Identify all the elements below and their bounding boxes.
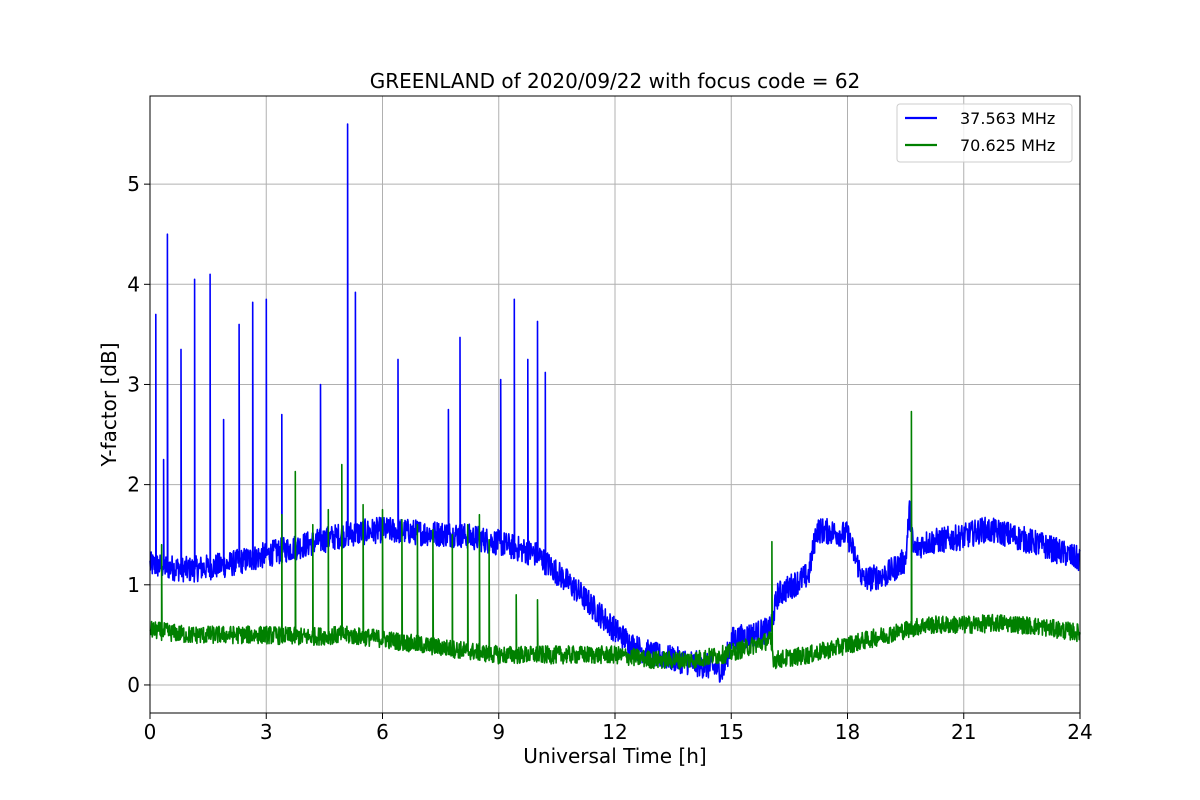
x-tick-label: 24 <box>1067 720 1092 744</box>
x-tick-label: 0 <box>144 720 157 744</box>
x-tick-label: 6 <box>376 720 389 744</box>
x-ticks: 0 3 6 9 12 15 18 21 24 <box>144 713 1093 744</box>
legend-box <box>896 103 1073 163</box>
y-tick-label: 0 <box>127 673 140 697</box>
series-layer <box>149 123 1081 683</box>
y-tick-label: 3 <box>127 372 140 396</box>
y-tick-label: 5 <box>127 172 140 196</box>
x-tick-label: 15 <box>719 720 744 744</box>
y-tick-label: 4 <box>127 272 140 296</box>
chart-title: GREENLAND of 2020/09/22 with focus code … <box>370 69 861 93</box>
series-line-37-563-mhz <box>149 123 1081 683</box>
x-tick-label: 21 <box>951 720 976 744</box>
series-line-70-625-mhz <box>149 410 1081 670</box>
x-tick-label: 9 <box>492 720 505 744</box>
x-tick-label: 12 <box>602 720 627 744</box>
y-tick-label: 2 <box>127 473 140 497</box>
y-ticks: 0 1 2 3 4 5 <box>127 172 150 697</box>
legend-label-70-625: 70.625 MHz <box>960 136 1055 155</box>
x-tick-label: 18 <box>835 720 860 744</box>
y-tick-label: 1 <box>127 573 140 597</box>
x-tick-label: 3 <box>260 720 273 744</box>
y-axis-label: Y-factor [dB] <box>97 342 121 467</box>
legend: 37.563 MHz 70.625 MHz <box>896 103 1073 163</box>
legend-label-37-563: 37.563 MHz <box>960 109 1055 128</box>
x-axis-label: Universal Time [h] <box>523 744 706 768</box>
